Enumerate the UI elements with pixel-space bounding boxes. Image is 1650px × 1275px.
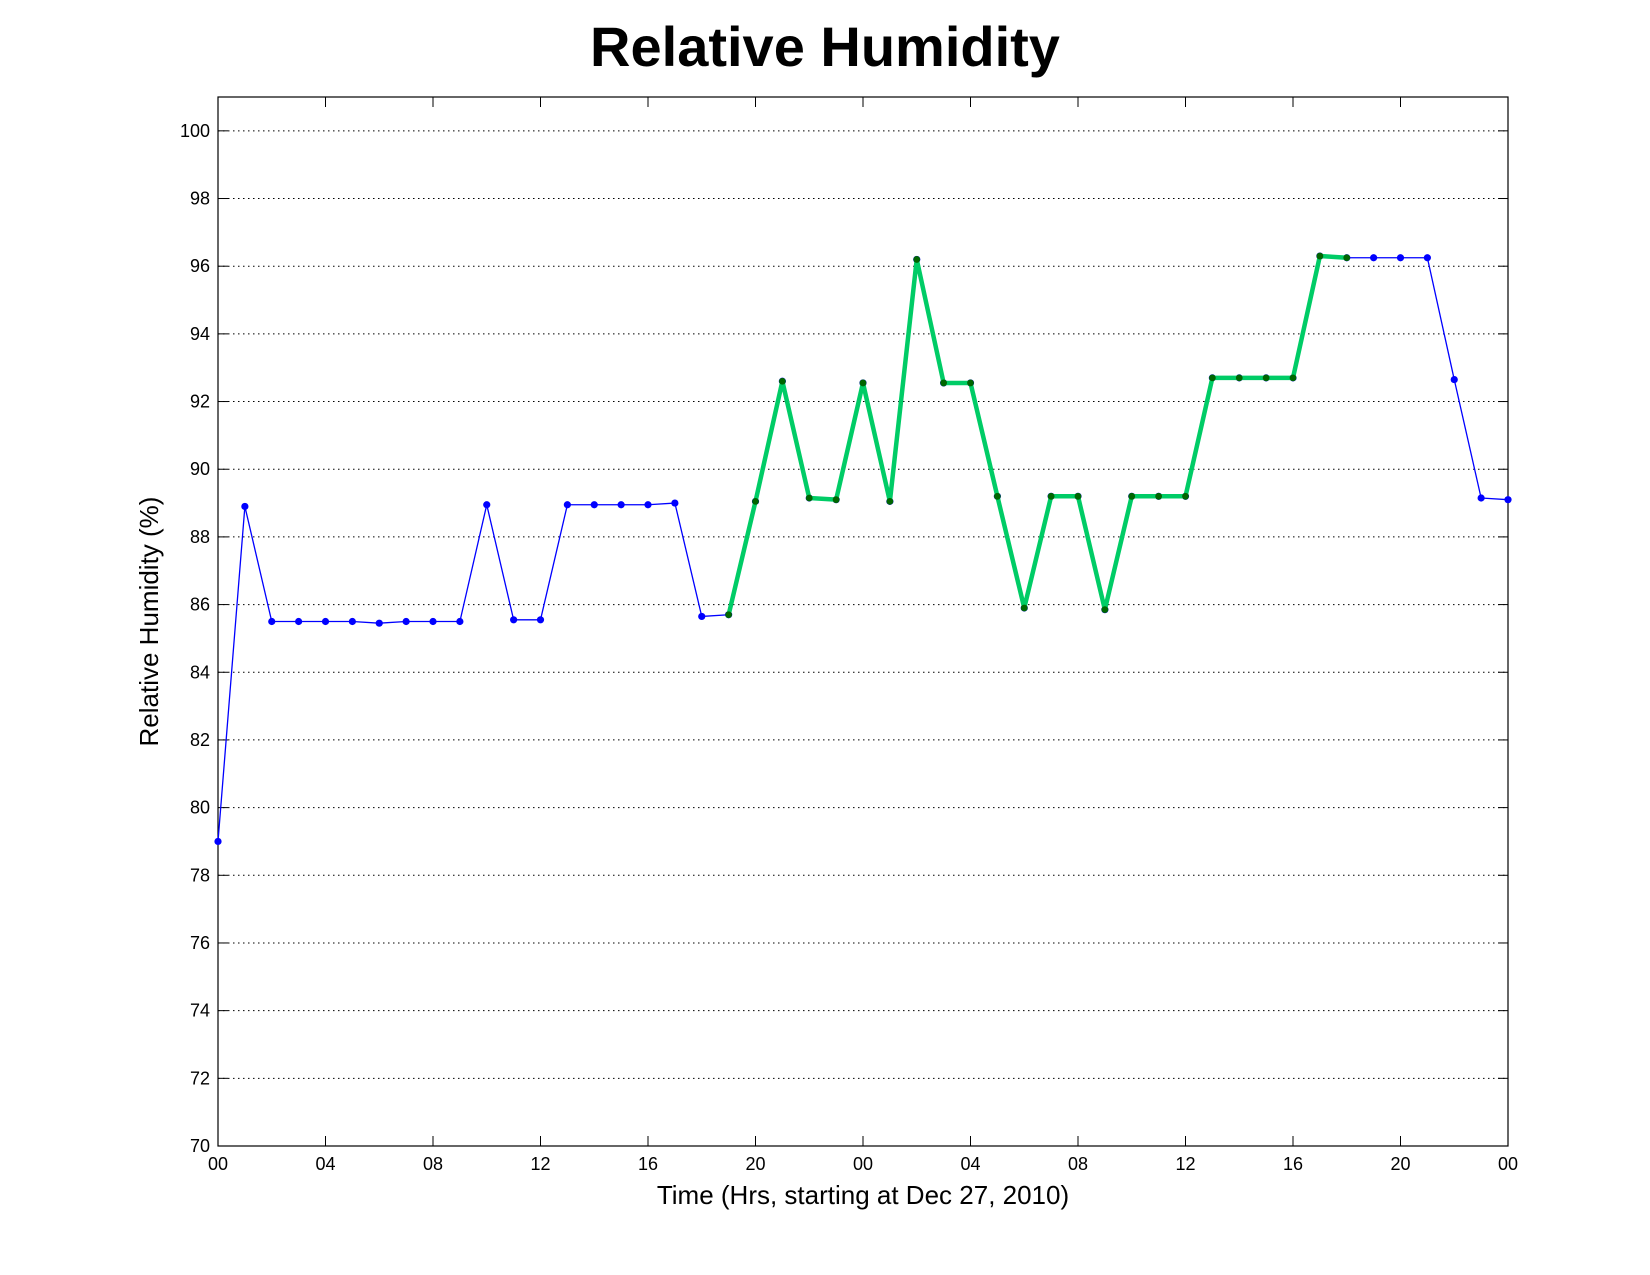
data-series [214, 252, 1512, 846]
y-tick-label: 78 [190, 865, 210, 885]
data-point-green [1316, 252, 1324, 260]
series-line-blue [217, 255, 1509, 842]
data-point-blue [698, 612, 706, 621]
y-tick-label: 100 [180, 121, 210, 141]
data-point-blue [1396, 254, 1405, 262]
data-point-green [1235, 374, 1243, 382]
data-point-green [859, 379, 867, 387]
y-tick-label: 84 [190, 662, 210, 682]
x-tick-label: 16 [638, 1154, 658, 1174]
data-point-green [940, 379, 948, 387]
data-point-blue [671, 499, 679, 507]
data-point-green [752, 497, 759, 505]
data-point-blue [321, 617, 330, 626]
data-point-blue [295, 617, 303, 626]
x-tick-label: 08 [423, 1154, 443, 1174]
y-tick-label: 96 [190, 256, 210, 276]
series-green-highlight [725, 252, 1351, 619]
y-tick-label: 76 [190, 933, 210, 953]
x-tick-label: 12 [530, 1154, 550, 1174]
data-point-blue [1477, 494, 1485, 502]
data-point-green [1208, 374, 1216, 382]
data-point-blue [402, 617, 410, 626]
y-tick-label: 86 [190, 595, 210, 615]
x-tick-label: 00 [1498, 1154, 1518, 1174]
x-tick-label: 16 [1283, 1154, 1303, 1174]
data-point-blue [268, 617, 276, 626]
data-point-blue [644, 501, 652, 509]
chart-title: Relative Humidity [590, 15, 1060, 78]
y-tick-label: 82 [190, 730, 210, 750]
data-point-green [832, 496, 840, 504]
data-point-blue [1370, 254, 1378, 262]
data-point-green [778, 377, 786, 385]
y-axis-title: Relative Humidity (%) [134, 497, 164, 747]
data-point-blue [429, 617, 437, 626]
x-tick-label: 00 [853, 1154, 873, 1174]
data-point-green [1128, 492, 1136, 500]
data-point-blue [483, 501, 491, 509]
data-point-blue [563, 501, 571, 509]
data-point-blue [241, 502, 249, 511]
x-tick-label: 20 [1390, 1154, 1410, 1174]
data-point-green [1182, 492, 1189, 500]
data-point-blue [617, 501, 625, 509]
y-tick-label: 90 [190, 459, 210, 479]
x-tick-label: 20 [745, 1154, 765, 1174]
data-point-green [1074, 492, 1082, 500]
data-point-blue [1504, 496, 1512, 504]
series-blue [214, 252, 1512, 846]
series-line-green [726, 253, 1347, 616]
data-point-blue [510, 616, 518, 624]
data-point-green [1020, 604, 1028, 612]
data-point-blue [456, 617, 464, 626]
data-point-green [725, 611, 733, 619]
data-point-green [1343, 254, 1351, 262]
x-tick-label: 04 [960, 1154, 980, 1174]
data-point-green [993, 492, 1001, 500]
y-tick-label: 80 [190, 798, 210, 818]
data-point-green [805, 494, 813, 502]
data-point-blue [590, 501, 598, 509]
x-tick-label: 00 [208, 1154, 228, 1174]
y-tick-label: 74 [190, 1001, 210, 1021]
x-tick-label: 08 [1068, 1154, 1088, 1174]
data-point-blue [348, 617, 356, 626]
y-tick-label: 94 [190, 324, 210, 344]
y-tick-label: 92 [190, 392, 210, 412]
y-tick-label: 72 [190, 1068, 210, 1088]
y-tick-label: 70 [190, 1136, 210, 1156]
data-point-green [1262, 374, 1270, 382]
data-point-green [1047, 492, 1055, 500]
data-point-green [1155, 492, 1163, 500]
y-tick-label: 88 [190, 527, 210, 547]
data-point-green [913, 256, 921, 263]
data-point-blue [214, 837, 222, 846]
data-point-blue [1423, 254, 1431, 262]
data-point-green [1289, 374, 1297, 382]
grid-lines [218, 130, 1508, 1147]
data-point-green [886, 497, 894, 505]
x-tick-label: 04 [315, 1154, 335, 1174]
data-point-blue [1450, 375, 1458, 384]
x-tick-label: 12 [1175, 1154, 1195, 1174]
y-tick-label: 98 [190, 189, 210, 209]
data-point-green [967, 379, 974, 387]
data-point-blue [536, 616, 545, 624]
data-point-green [1101, 606, 1109, 614]
data-point-blue [375, 619, 383, 627]
axis-ticks: 70 72 74 76 78 80 82 84 86 88 90 92 94 96 98 100 00 04 08 1… [180, 97, 1518, 1174]
x-axis-title: Time (Hrs, starting at Dec 27, 2010) [657, 1180, 1069, 1210]
